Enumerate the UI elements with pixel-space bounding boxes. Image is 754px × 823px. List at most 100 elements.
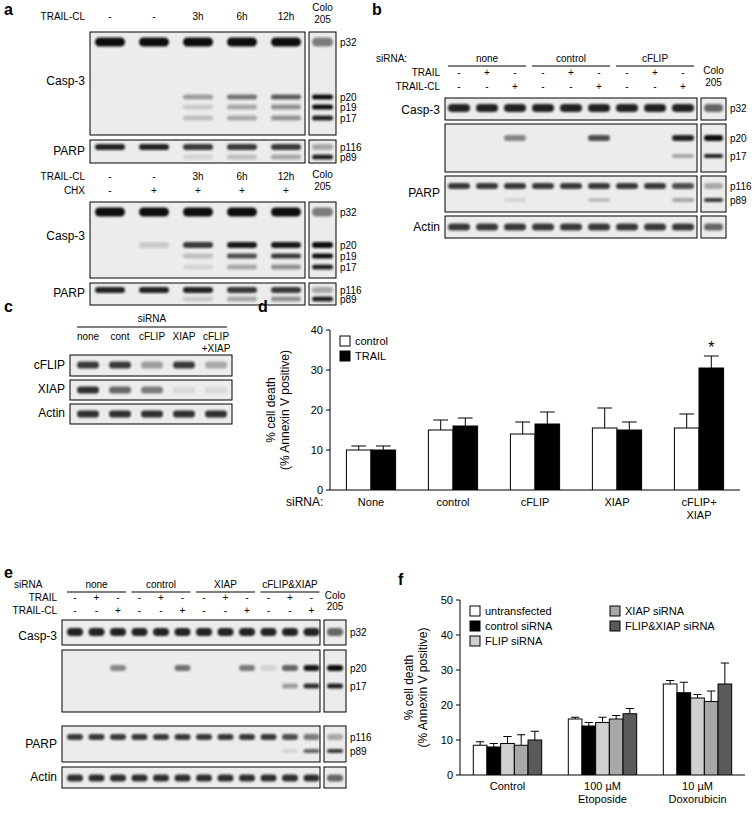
- blot-frame: [62, 767, 320, 788]
- band: [504, 135, 526, 141]
- error-bar: [433, 420, 448, 430]
- error-bar: [585, 723, 593, 727]
- label: -: [108, 11, 111, 22]
- band: [327, 665, 343, 671]
- label: cFLIP+XIAP: [202, 331, 231, 354]
- band: [141, 411, 163, 418]
- error-line: [521, 735, 522, 746]
- legend-label: FLIP&XIAP siRNA: [625, 620, 715, 632]
- blot: [90, 32, 336, 163]
- band: [644, 104, 666, 112]
- label: Colo205: [325, 590, 346, 613]
- band: [616, 224, 638, 231]
- band: [261, 665, 277, 671]
- tick-label: 20: [441, 699, 453, 711]
- band: [109, 362, 131, 369]
- label: none: [476, 53, 499, 64]
- band: [77, 362, 99, 369]
- bar: [535, 424, 560, 490]
- error-bar: [517, 735, 525, 746]
- error-line: [686, 414, 687, 428]
- error-line: [683, 682, 684, 693]
- legend-label: control: [355, 335, 388, 347]
- band: [227, 144, 257, 150]
- label-line: Doxorubicin: [668, 793, 726, 805]
- tick: [326, 330, 330, 331]
- band: [139, 242, 169, 248]
- y-axis: [460, 600, 461, 775]
- error-line: [507, 737, 508, 744]
- label: -: [653, 81, 656, 92]
- axis-title: % cell death(% Annexin V positive): [264, 350, 292, 470]
- bar: [623, 714, 637, 775]
- error-cap: [540, 412, 555, 413]
- label: -: [202, 592, 205, 603]
- band: [109, 387, 131, 394]
- band: [560, 224, 582, 231]
- label: Colo205: [703, 65, 724, 88]
- category-label: control: [436, 496, 469, 508]
- band: [532, 183, 554, 189]
- label: -: [138, 605, 141, 616]
- label: control: [556, 53, 586, 64]
- blot: [445, 98, 726, 238]
- label: -: [597, 67, 600, 78]
- label: p20: [340, 240, 357, 251]
- error-cap: [376, 446, 391, 447]
- band: [271, 155, 301, 160]
- bar-chart: [326, 330, 740, 490]
- error-bar: [476, 742, 484, 746]
- band: [312, 287, 333, 293]
- band: [139, 287, 169, 293]
- error-bar: [693, 695, 701, 699]
- label: +: [596, 81, 602, 92]
- band: [132, 775, 148, 782]
- error-bar: [704, 356, 719, 368]
- label: TRAIL-CL: [13, 605, 58, 616]
- tick: [456, 600, 460, 601]
- label: p17: [730, 151, 747, 162]
- label: -: [73, 592, 76, 603]
- label: Actin: [30, 770, 57, 784]
- blot-frame: [309, 32, 336, 135]
- band: [271, 242, 301, 248]
- band: [110, 665, 126, 671]
- label-line: 10 µM: [682, 780, 713, 792]
- band: [282, 775, 298, 782]
- label: siRNA: [138, 313, 167, 324]
- legend-swatch: [470, 606, 480, 616]
- label: +: [195, 185, 201, 196]
- label-line: +XIAP: [202, 343, 231, 354]
- label: +: [223, 592, 229, 603]
- blot-frame: [701, 216, 726, 238]
- band: [704, 104, 723, 112]
- label: TRAIL-CL: [41, 171, 86, 182]
- label: -: [288, 605, 291, 616]
- bar: [609, 719, 623, 775]
- band: [261, 775, 277, 782]
- band: [139, 38, 169, 47]
- label: +: [239, 185, 245, 196]
- label-line: Etoposide: [578, 793, 627, 805]
- panel-letter: b: [372, 1, 382, 18]
- error-cap: [458, 418, 473, 419]
- band: [110, 775, 126, 782]
- bar: [596, 723, 610, 776]
- blot-frame: [90, 283, 305, 305]
- band: [327, 749, 343, 753]
- band: [141, 387, 163, 394]
- label: -: [457, 81, 460, 92]
- label-line: (% Annexin V positive): [416, 627, 430, 747]
- band: [239, 665, 255, 671]
- label: none: [85, 579, 108, 590]
- tick-label: 30: [311, 364, 323, 376]
- band: [173, 387, 195, 394]
- error-cap: [515, 422, 530, 423]
- label: cFLIP: [34, 358, 65, 372]
- tick: [326, 410, 330, 411]
- label: cFLIP&XIAP: [262, 579, 318, 590]
- label: -: [267, 592, 270, 603]
- band: [672, 104, 694, 112]
- band: [327, 684, 343, 689]
- label: +: [244, 605, 250, 616]
